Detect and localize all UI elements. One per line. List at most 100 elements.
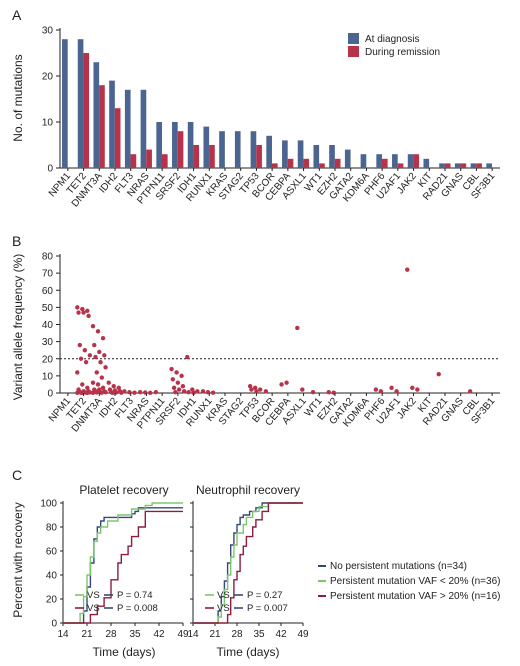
vaf-point-srsf2 [171,385,177,391]
vaf-point-idh1 [191,390,196,395]
legend-label-vaf-high: Persistent mutation VAF > 20% (n=16) [330,591,500,602]
vaf-point-idh2 [111,383,116,389]
vaf-point-dnmt3a [94,370,99,375]
bar-remission-cbl [476,163,482,168]
vaf-point-jak2 [410,385,415,391]
bar-remission-runx1 [209,145,215,168]
vaf-point-idh2 [106,380,111,385]
platelet-annot-vs: VS [87,603,100,614]
bar-diagnosis-nras [140,89,147,168]
vaf-point-tet2 [76,310,81,315]
bar-diagnosis-asxl1 [297,140,304,168]
panel-a-ytick-label: 30 [42,26,54,37]
bar-diagnosis-cebpa [282,140,288,168]
bar-diagnosis-idh2 [109,80,115,168]
panel-b-ytick-label: 50 [42,303,54,314]
vaf-point-tet2 [86,313,91,319]
vaf-point-dnmt3a [98,359,103,365]
vaf-point-flt3 [122,389,127,394]
vaf-point-runx1 [200,389,206,394]
vaf-point-tet2 [81,310,86,315]
vaf-point-idh1 [186,389,191,395]
vaf-point-srsf2 [170,377,176,382]
neutrophil-xtick-label: 35 [253,629,265,640]
bar-remission-tet2 [83,53,90,168]
neutrophil-xlabel: Time (days) [217,645,280,659]
vaf-point-dnmt3a [94,390,99,395]
neutrophil-annot-vs: VS [217,590,230,601]
neutrophil-curve-vaf-low [193,502,303,624]
vaf-point-srsf2 [175,380,181,385]
bar-diagnosis-sf3b1 [486,163,492,168]
vaf-point-tet2 [80,306,85,312]
neutrophil-xtick-label: 14 [187,629,199,640]
vaf-point-u2af1 [389,385,394,391]
bar-diagnosis-kdm6a [360,154,367,168]
panel-b-ytick-label: 0 [47,389,53,400]
platelet-xtick-label: 28 [105,629,117,640]
vaf-point-bcor [263,389,269,394]
panel-a-ytick-label: 20 [42,72,54,83]
vaf-point-dnmt3a [100,385,106,391]
vaf-point-idh1 [185,354,190,360]
platelet-xtick-label: 21 [81,629,93,640]
platelet-annot-vs: VS [87,590,100,601]
vaf-point-tp53 [252,385,258,391]
vaf-point-flt3 [132,390,137,395]
vaf-point-tet2 [82,347,88,353]
vaf-point-dnmt3a [95,329,101,334]
vaf-point-dnmt3a [99,390,105,395]
vaf-point-tet2 [85,390,90,396]
legend-swatch-diagnosis [348,33,359,44]
vaf-point-srsf2 [173,389,178,395]
bar-remission-phf6 [381,158,388,168]
panel-c-label: C [12,467,22,483]
platelet-xtick-label: 14 [57,629,69,640]
bar-remission-idh1 [193,145,200,168]
vaf-point-tp53 [247,383,253,389]
vaf-point-tp53 [249,387,254,392]
vaf-point-srsf2 [169,366,174,372]
vaf-point-tet2 [78,356,84,361]
vaf-point-cebpa [284,380,289,385]
panel-a-ylabel: No. of mutations [11,54,25,141]
panel-b-ylabel: Variant allele frequency (%) [11,254,25,401]
platelet-xtick-label: 35 [129,629,141,640]
platelet-xtick-label: 42 [153,629,165,640]
platelet-title: Platelet recovery [79,483,168,497]
panel-b-ytick-label: 30 [42,337,54,348]
panel-b: B Variant allele frequency (%) 0 10 20 30 40… [11,233,500,434]
neutrophil-annot-p: P = 0.27 [247,590,282,601]
vaf-point-u2af1 [394,389,399,394]
platelet-ytick-label: 0 [51,619,57,630]
bar-diagnosis-srsf2 [172,122,178,168]
bar-diagnosis-cbl [470,163,477,168]
neutrophil-xtick-label: 21 [209,629,221,640]
vaf-point-idh1 [195,389,200,394]
vaf-point-dnmt3a [95,382,101,387]
bar-remission-srsf2 [177,131,184,168]
vaf-point-tet2 [85,385,90,391]
panel-a-ytick-label: 0 [47,164,53,175]
panel-c-ylabel: Percent with recovery [11,502,25,617]
platelet-ytick-label: 80 [46,523,58,534]
vaf-point-ezh2 [326,389,331,395]
vaf-point-dnmt3a [92,342,97,348]
vaf-point-tet2 [85,308,90,313]
vaf-point-srsf2 [174,370,179,375]
vaf-point-tp53 [254,389,259,394]
bar-remission-tp53 [256,145,262,168]
vaf-point-dnmt3a [103,365,108,370]
vaf-point-asxl1 [295,325,300,331]
legend-label-diagnosis: At diagnosis [365,34,419,45]
bar-remission-nras [146,149,152,168]
bar-diagnosis-gnas [454,163,461,168]
bar-diagnosis-tp53 [250,131,257,168]
vaf-point-runx1 [210,390,216,395]
neutrophil-annot-vs: VS [217,603,230,614]
vaf-point-ptpn11 [153,389,159,395]
bar-remission-cebpa [287,158,294,168]
neutrophil-title: Neutrophil recovery [196,483,300,497]
vaf-point-dnmt3a [99,375,105,380]
